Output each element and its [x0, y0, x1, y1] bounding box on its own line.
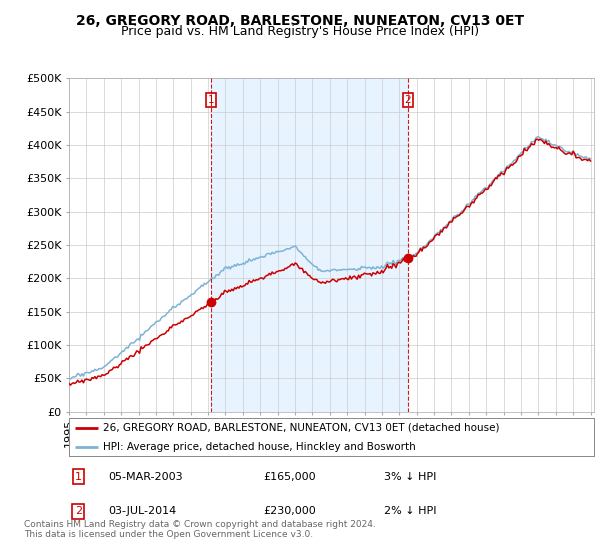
Text: 2: 2	[75, 506, 82, 516]
Text: HPI: Average price, detached house, Hinckley and Bosworth: HPI: Average price, detached house, Hinc…	[103, 442, 416, 452]
Text: 2: 2	[404, 95, 412, 105]
Text: 1: 1	[208, 95, 214, 105]
Text: 03-JUL-2014: 03-JUL-2014	[109, 506, 176, 516]
Bar	[211, 78, 408, 412]
Text: 05-MAR-2003: 05-MAR-2003	[109, 472, 183, 482]
Text: 2% ↓ HPI: 2% ↓ HPI	[384, 506, 437, 516]
Text: Contains HM Land Registry data © Crown copyright and database right 2024.
This d: Contains HM Land Registry data © Crown c…	[24, 520, 376, 539]
Text: 3% ↓ HPI: 3% ↓ HPI	[384, 472, 436, 482]
Text: 26, GREGORY ROAD, BARLESTONE, NUNEATON, CV13 0ET (detached house): 26, GREGORY ROAD, BARLESTONE, NUNEATON, …	[103, 423, 500, 433]
Text: £230,000: £230,000	[263, 506, 316, 516]
Text: 26, GREGORY ROAD, BARLESTONE, NUNEATON, CV13 0ET: 26, GREGORY ROAD, BARLESTONE, NUNEATON, …	[76, 14, 524, 28]
Text: Price paid vs. HM Land Registry's House Price Index (HPI): Price paid vs. HM Land Registry's House …	[121, 25, 479, 38]
Text: £165,000: £165,000	[263, 472, 316, 482]
Text: 1: 1	[75, 472, 82, 482]
